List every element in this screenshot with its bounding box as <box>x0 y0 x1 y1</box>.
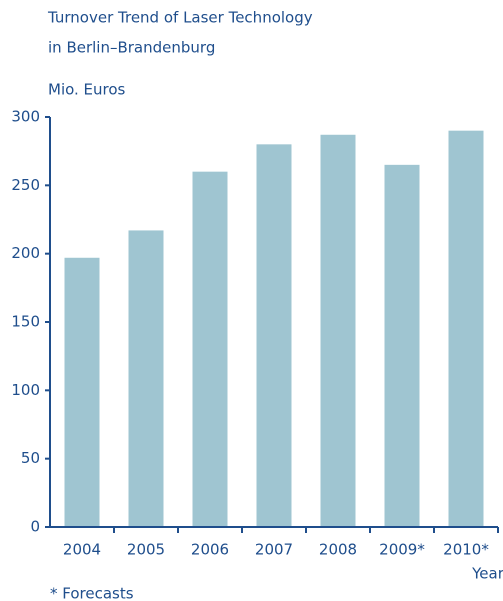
y-tick-label: 200 <box>11 244 40 262</box>
bar <box>256 144 292 528</box>
footnote: * Forecasts <box>50 585 134 601</box>
y-tick-label: 250 <box>11 176 40 194</box>
y-tick-label: 0 <box>30 518 40 536</box>
chart-title: in Berlin–Brandenburg <box>48 39 215 57</box>
y-tick-label: 100 <box>11 381 40 399</box>
x-tick-label: 2006 <box>191 541 229 559</box>
x-tick-label: 2007 <box>255 541 293 559</box>
x-axis-label: Year <box>471 565 503 583</box>
chart-title: Turnover Trend of Laser Technology <box>47 9 313 27</box>
bar <box>192 171 228 527</box>
bar <box>384 164 420 528</box>
x-tick-label: 2010* <box>443 541 489 559</box>
x-tick-label: 2009* <box>379 541 425 559</box>
bar <box>128 230 164 527</box>
bar <box>448 130 484 527</box>
y-tick-label: 150 <box>11 313 40 331</box>
x-tick-label: 2004 <box>63 541 101 559</box>
y-tick-label: 300 <box>11 108 40 126</box>
y-axis-label: Mio. Euros <box>48 81 126 99</box>
x-tick-label: 2008 <box>319 541 357 559</box>
y-tick-label: 50 <box>21 449 40 467</box>
bar <box>64 257 100 527</box>
x-tick-label: 2005 <box>127 541 165 559</box>
bar <box>320 134 356 527</box>
